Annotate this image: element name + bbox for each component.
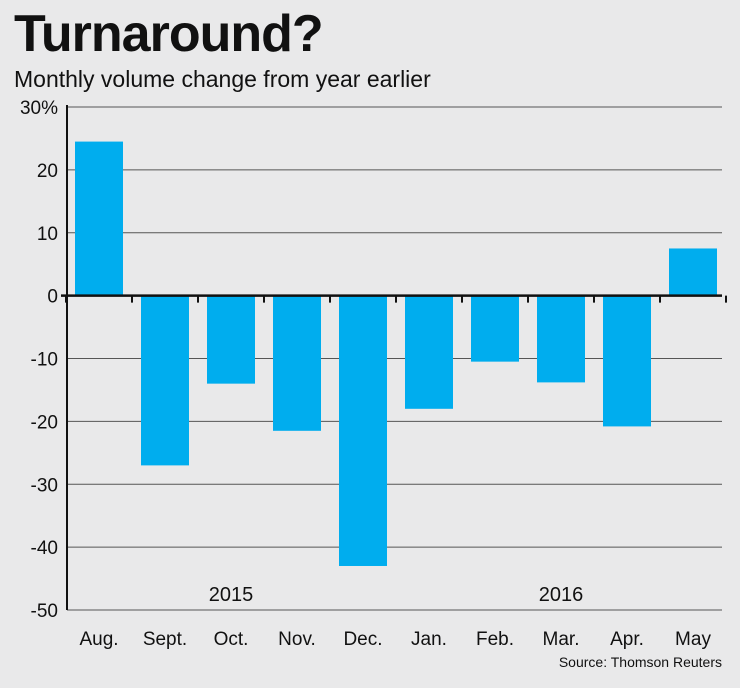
category-label: Apr. <box>610 629 644 650</box>
y-tick-label: -20 <box>31 412 58 433</box>
y-tick-label: -50 <box>31 601 58 622</box>
y-tick-label: 20 <box>37 161 58 182</box>
y-tick-label: 30% <box>20 98 58 119</box>
category-label: Sept. <box>143 629 187 650</box>
bar-mar <box>537 295 585 383</box>
category-label: May <box>675 629 711 650</box>
category-label: Dec. <box>343 629 382 650</box>
chart-title: Turnaround? <box>14 5 324 63</box>
year-label: 2016 <box>539 584 584 606</box>
category-label: Feb. <box>476 629 514 650</box>
labels: 30% 20 10 0 -10 -20 -30 -40 -50 Aug. Sept. Oct. Nov.… <box>20 98 711 650</box>
y-tick-label: -10 <box>31 350 58 371</box>
bar-dec <box>339 295 387 566</box>
y-tick-label: -30 <box>31 475 58 496</box>
year-label: 2015 <box>209 584 254 606</box>
category-label: Mar. <box>543 629 580 650</box>
y-tick-label: -40 <box>31 538 58 559</box>
category-label: Oct. <box>214 629 249 650</box>
bar-aug <box>75 141 123 296</box>
bars <box>75 141 717 566</box>
axes <box>61 105 727 610</box>
bar-jan <box>405 295 453 409</box>
chart-subtitle: Monthly volume change from year earlier <box>14 66 431 92</box>
y-tick-label: 0 <box>47 287 58 308</box>
category-label: Aug. <box>79 629 118 650</box>
bar-oct <box>207 295 255 384</box>
bar-may <box>669 248 717 296</box>
bar-feb <box>471 295 519 362</box>
bar-nov <box>273 295 321 431</box>
y-tick-label: 10 <box>37 224 58 245</box>
bar-apr <box>603 295 651 427</box>
category-label: Jan. <box>411 629 447 650</box>
source-note: Source: Thomson Reuters <box>559 654 722 670</box>
category-label: Nov. <box>278 629 316 650</box>
bar-sept <box>141 295 189 466</box>
